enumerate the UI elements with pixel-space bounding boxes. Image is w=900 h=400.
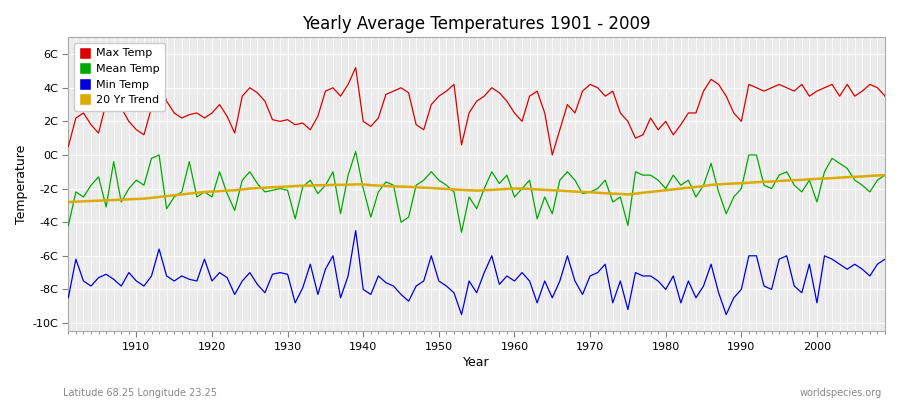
Title: Yearly Average Temperatures 1901 - 2009: Yearly Average Temperatures 1901 - 2009 bbox=[302, 15, 651, 33]
Y-axis label: Temperature: Temperature bbox=[15, 145, 28, 224]
Text: worldspecies.org: worldspecies.org bbox=[800, 388, 882, 398]
Text: Latitude 68.25 Longitude 23.25: Latitude 68.25 Longitude 23.25 bbox=[63, 388, 217, 398]
Legend: Max Temp, Mean Temp, Min Temp, 20 Yr Trend: Max Temp, Mean Temp, Min Temp, 20 Yr Tre… bbox=[74, 43, 166, 111]
X-axis label: Year: Year bbox=[464, 356, 490, 369]
